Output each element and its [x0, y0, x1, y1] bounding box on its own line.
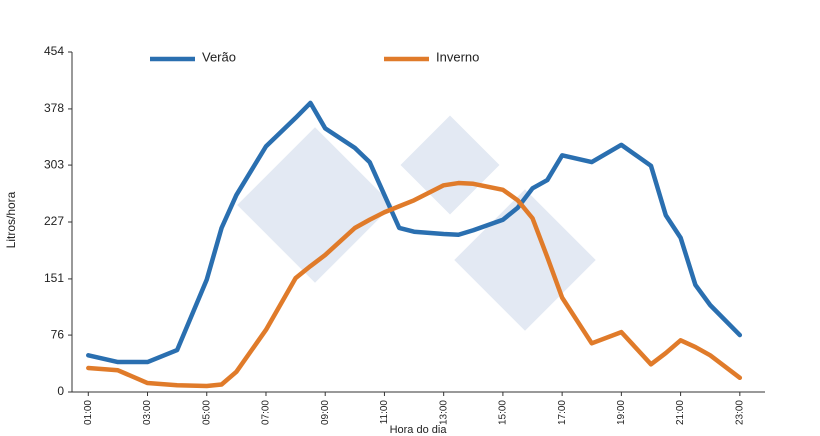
y-tick-label: 151	[44, 271, 64, 285]
watermark-diamond	[237, 127, 393, 283]
x-tick-label: 13:00	[438, 400, 449, 425]
y-tick-label: 454	[44, 44, 64, 58]
x-tick-label: 01:00	[83, 400, 94, 425]
x-tick-label: 05:00	[201, 400, 212, 425]
y-axis-title: Litros/hora	[4, 191, 18, 248]
y-tick-label: 76	[51, 327, 65, 341]
series-line	[86, 100, 743, 365]
y-tick-label: 378	[44, 101, 64, 115]
x-tick-label: 03:00	[142, 400, 153, 425]
x-tick-label: 23:00	[734, 400, 745, 425]
legend-label: Inverno	[436, 49, 479, 64]
legend-label: Verão	[202, 49, 236, 64]
x-tick-label: 11:00	[379, 400, 390, 425]
y-tick-label: 227	[44, 214, 64, 228]
series-line	[86, 180, 743, 389]
watermark-diamond	[400, 115, 500, 215]
x-tick-label: 17:00	[557, 400, 568, 425]
x-axis-title: Hora do dia	[390, 424, 448, 436]
y-tick-label: 0	[57, 384, 64, 398]
y-tick-label: 303	[44, 157, 64, 171]
x-tick-label: 15:00	[498, 400, 509, 425]
watermark	[237, 115, 596, 331]
x-tick-label: 09:00	[320, 400, 331, 425]
x-tick-label: 19:00	[616, 400, 627, 425]
x-tick-label: 07:00	[261, 400, 272, 425]
x-tick-label: 21:00	[675, 400, 686, 425]
